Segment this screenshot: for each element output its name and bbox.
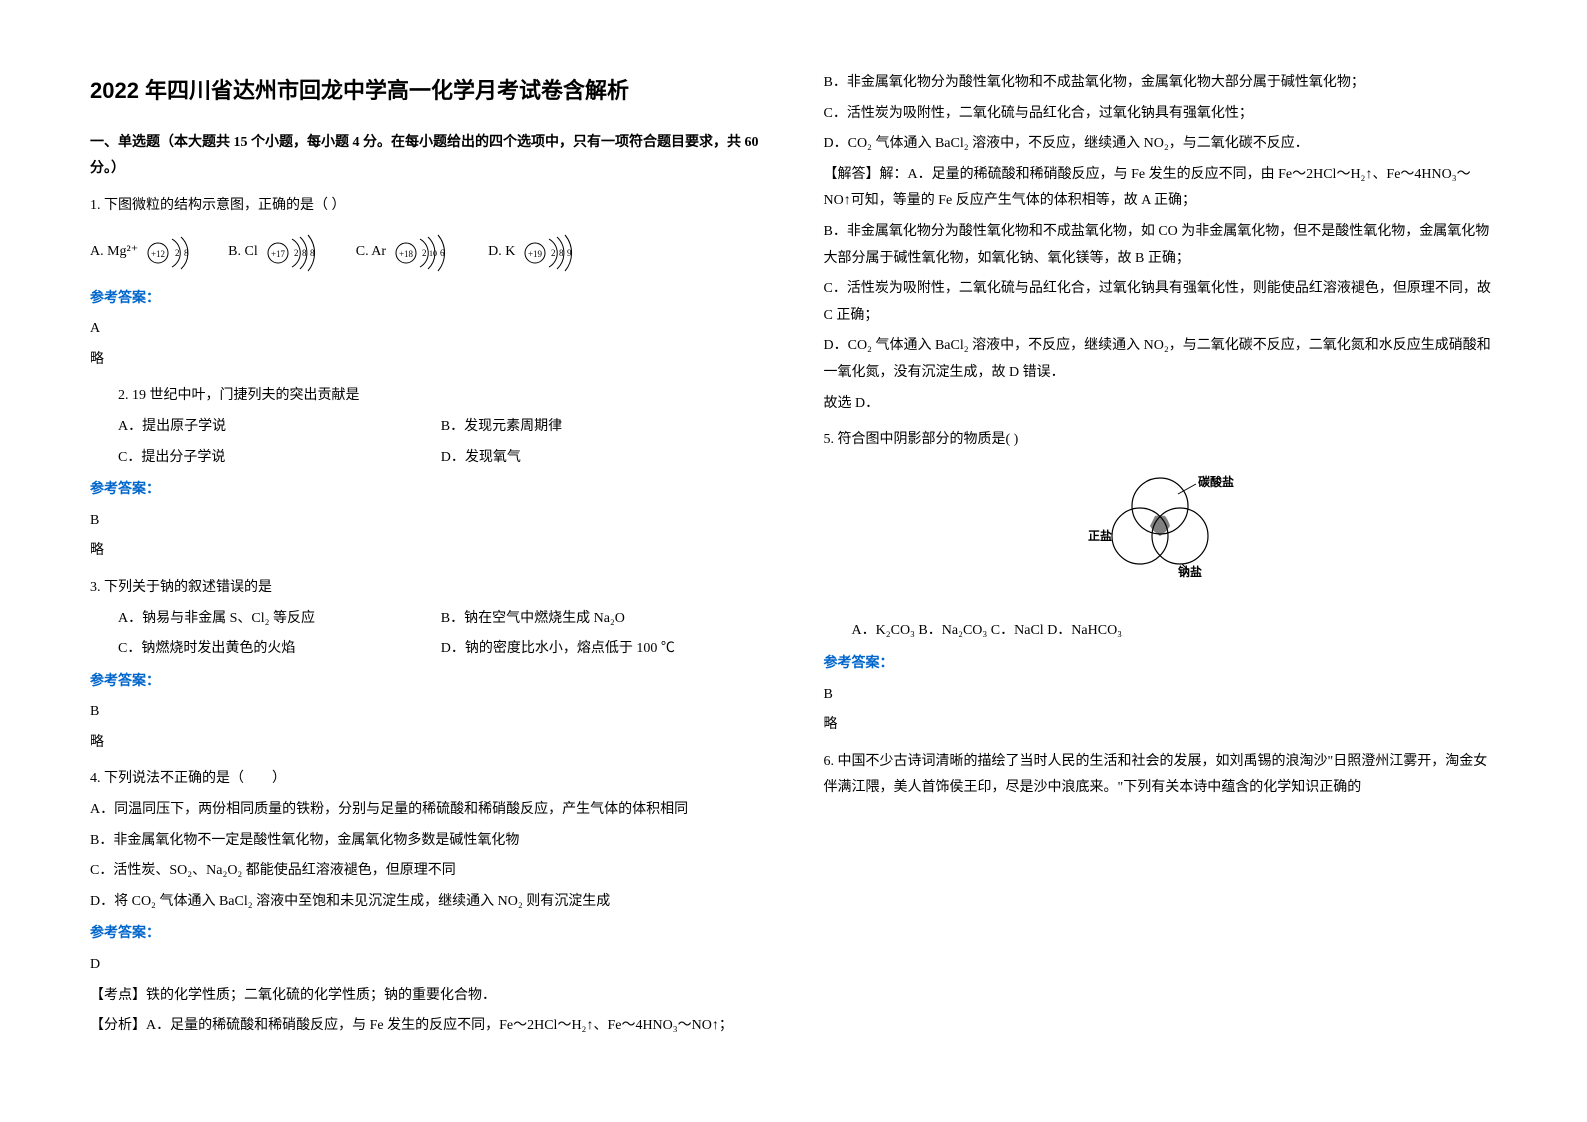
q1-option-b: B. Cl +17 2 8 8 xyxy=(228,230,326,276)
q3-answer-extra: 略 xyxy=(90,730,764,757)
q2-row2: C．提出分子学说 D．发现氧气 xyxy=(90,445,764,472)
q2-optB: B．发现元素周期律 xyxy=(441,414,764,441)
svg-text:8: 8 xyxy=(184,248,189,258)
q4-exp-jdD: D．CO₂ 气体通入 BaCl₂ 溶液中，不反应，继续通入 NO₂，与二氧化碳不… xyxy=(824,333,1498,386)
q4-exp-fxB: B．非金属氧化物分为酸性氧化物和不成盐氧化物，金属氧化物大部分属于碱性氧化物； xyxy=(824,70,1498,97)
svg-text:2: 2 xyxy=(551,248,556,258)
q4-exp-jdB: B．非金属氧化物分为酸性氧化物和不成盐氧化物，如 CO 为非金属氧化物，但不是酸… xyxy=(824,219,1498,272)
q1-answer-extra: 略 xyxy=(90,347,764,374)
venn-diagram: 碳酸盐 正盐 钠盐 xyxy=(824,466,1498,607)
svg-text:+19: +19 xyxy=(528,249,543,259)
q4-optD: D．将 CO₂ 气体通入 BaCl₂ 溶液中至饱和未见沉淀生成，继续通入 NO₂… xyxy=(90,889,764,916)
q4-exp-fxD: D．CO₂ 气体通入 BaCl₂ 溶液中，不反应，继续通入 NO₂，与二氧化碳不… xyxy=(824,131,1498,158)
svg-text:2: 2 xyxy=(175,248,180,258)
q3-optD: D．钠的密度比水小，熔点低于 100 ℃ xyxy=(441,636,764,663)
svg-text:正盐: 正盐 xyxy=(1088,528,1112,543)
answer-label: 参考答案： xyxy=(90,669,764,696)
svg-text:8: 8 xyxy=(559,248,564,258)
q1-optA-label: A. Mg²⁺ xyxy=(90,239,138,266)
q4-exp-fx: 【分析】A．足量的稀硫酸和稀硝酸反应，与 Fe 发生的反应不同，Fe～2HCl～… xyxy=(90,1013,764,1040)
answer-label: 参考答案： xyxy=(90,286,764,313)
answer-label: 参考答案： xyxy=(824,651,1498,678)
q4-optC: C．活性炭、SO₂、Na₂O₂ 都能使品红溶液褪色，但原理不同 xyxy=(90,858,764,885)
question-5-stem: 5. 符合图中阴影部分的物质是( ) xyxy=(824,427,1498,454)
svg-text:9: 9 xyxy=(567,248,572,258)
q3-optC: C．钠燃烧时发出黄色的火焰 xyxy=(118,636,441,663)
q3-row2: C．钠燃烧时发出黄色的火焰 D．钠的密度比水小，熔点低于 100 ℃ xyxy=(90,636,764,663)
svg-text:+18: +18 xyxy=(399,249,414,259)
question-4-stem: 4. 下列说法不正确的是（ ） xyxy=(90,766,764,793)
q2-answer: B xyxy=(90,508,764,535)
atom-diagram-icon: +12 2 8 xyxy=(144,230,198,276)
q2-optA: A．提出原子学说 xyxy=(118,414,441,441)
svg-text:+12: +12 xyxy=(151,249,165,259)
svg-text:钠盐: 钠盐 xyxy=(1178,564,1202,579)
q1-answer: A xyxy=(90,316,764,343)
svg-text:8: 8 xyxy=(310,248,315,258)
q4-answer: D xyxy=(90,952,764,979)
q1-optC-label: C. Ar xyxy=(356,239,386,266)
svg-text:10: 10 xyxy=(429,249,437,258)
q5-answer-extra: 略 xyxy=(824,712,1498,739)
q1-option-a: A. Mg²⁺ +12 2 8 xyxy=(90,230,198,276)
q3-optB: B．钠在空气中燃烧生成 Na₂O xyxy=(441,606,764,633)
q4-exp-fxC: C．活性炭为吸附性，二氧化硫与品红化合，过氧化钠具有强氧化性； xyxy=(824,101,1498,128)
q5-options: A．K₂CO₃ B．Na₂CO₃ C．NaCl D．NaHCO₃ xyxy=(824,618,1498,645)
question-1-options: A. Mg²⁺ +12 2 8 B. Cl +17 2 8 8 xyxy=(90,230,764,276)
atom-diagram-icon: +19 2 8 9 xyxy=(521,230,583,276)
svg-text:+17: +17 xyxy=(271,249,286,259)
q3-row1: A．钠易与非金属 S、Cl₂ 等反应 B．钠在空气中燃烧生成 Na₂O xyxy=(90,606,764,633)
q1-option-c: C. Ar +18 2 10 6 xyxy=(356,230,458,276)
atom-diagram-icon: +18 2 10 6 xyxy=(392,230,458,276)
q4-optA: A．同温同压下，两份相同质量的铁粉，分别与足量的稀硫酸和稀硝酸反应，产生气体的体… xyxy=(90,797,764,824)
svg-text:6: 6 xyxy=(440,248,445,258)
q2-optD: D．发现氧气 xyxy=(441,445,764,472)
answer-label: 参考答案： xyxy=(90,921,764,948)
q3-optA: A．钠易与非金属 S、Cl₂ 等反应 xyxy=(118,606,441,633)
question-6-stem: 6. 中国不少古诗词清晰的描绘了当时人民的生活和社会的发展，如刘禹锡的浪淘沙"日… xyxy=(824,749,1498,802)
question-2-stem: 2. 19 世纪中叶，门捷列夫的突出贡献是 xyxy=(90,383,764,410)
q4-exp-kp: 【考点】铁的化学性质；二氧化硫的化学性质；钠的重要化合物． xyxy=(90,983,764,1010)
q1-optB-label: B. Cl xyxy=(228,239,258,266)
q4-optB: B．非金属氧化物不一定是酸性氧化物，金属氧化物多数是碱性氧化物 xyxy=(90,828,764,855)
q3-answer: B xyxy=(90,699,764,726)
q1-optD-label: D. K xyxy=(488,239,515,266)
q2-row1: A．提出原子学说 B．发现元素周期律 xyxy=(90,414,764,441)
atom-diagram-icon: +17 2 8 8 xyxy=(264,230,326,276)
svg-text:2: 2 xyxy=(422,248,427,258)
q2-answer-extra: 略 xyxy=(90,538,764,565)
answer-label: 参考答案： xyxy=(90,477,764,504)
svg-text:2: 2 xyxy=(294,248,299,258)
question-3-stem: 3. 下列关于钠的叙述错误的是 xyxy=(90,575,764,602)
svg-text:8: 8 xyxy=(302,248,307,258)
page-title: 2022 年四川省达州市回龙中学高一化学月考试卷含解析 xyxy=(90,70,764,112)
question-1-stem: 1. 下图微粒的结构示意图，正确的是（ ） xyxy=(90,193,764,220)
q2-optC: C．提出分子学说 xyxy=(118,445,441,472)
q4-exp-jdC: C．活性炭为吸附性，二氧化硫与品红化合，过氧化钠具有强氧化性，则能使品红溶液褪色… xyxy=(824,276,1498,329)
q4-exp-end: 故选 D． xyxy=(824,391,1498,418)
svg-text:碳酸盐: 碳酸盐 xyxy=(1198,474,1234,489)
section-heading: 一、单选题（本大题共 15 个小题，每小题 4 分。在每小题给出的四个选项中，只… xyxy=(90,130,764,183)
q1-option-d: D. K +19 2 8 9 xyxy=(488,230,583,276)
q5-answer: B xyxy=(824,682,1498,709)
q4-exp-jd: 【解答】解：A．足量的稀硫酸和稀硝酸反应，与 Fe 发生的反应不同，由 Fe～2… xyxy=(824,162,1498,215)
